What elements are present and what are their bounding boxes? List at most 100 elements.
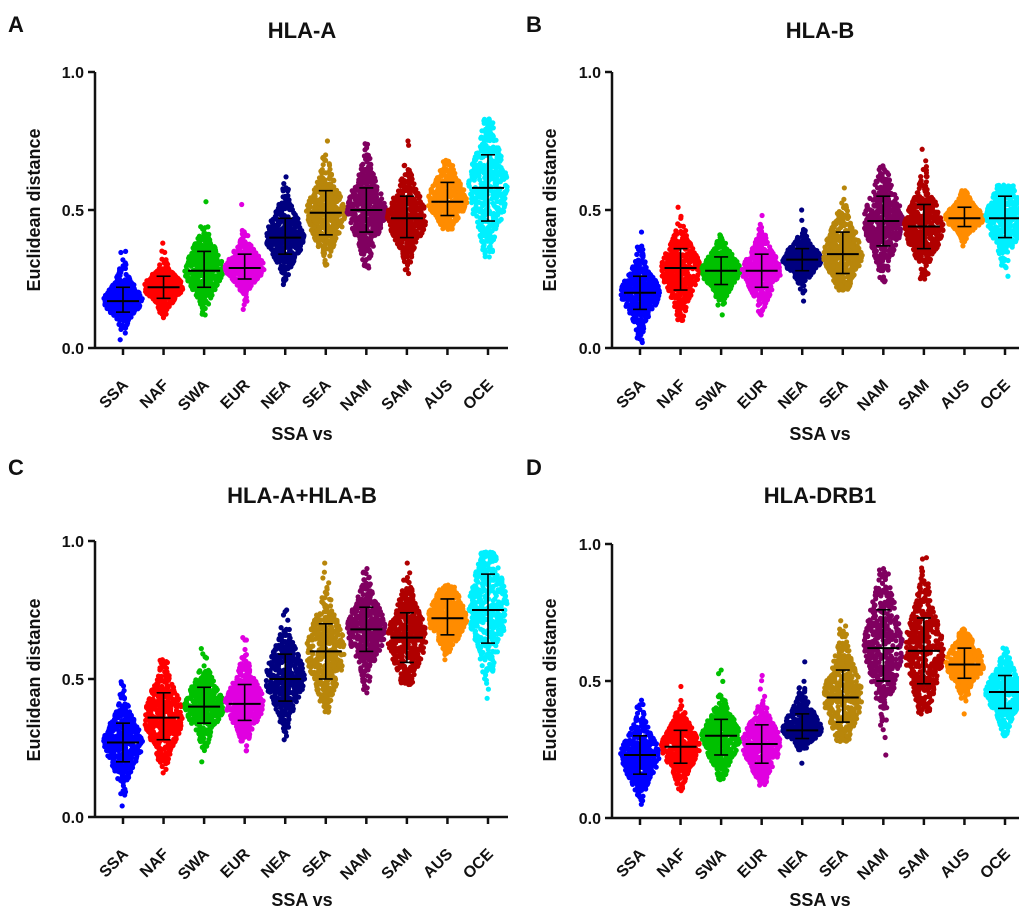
data-point bbox=[122, 330, 128, 336]
data-point bbox=[276, 201, 282, 208]
data-point bbox=[412, 239, 418, 245]
data-point-max bbox=[443, 157, 449, 163]
data-point bbox=[627, 271, 633, 277]
data-point bbox=[118, 249, 124, 256]
data-point bbox=[356, 177, 362, 183]
data-point bbox=[479, 228, 485, 234]
data-point bbox=[143, 289, 149, 295]
data-point bbox=[195, 235, 201, 242]
data-point bbox=[498, 216, 504, 222]
data-point bbox=[327, 253, 333, 259]
data-point bbox=[490, 125, 496, 131]
data-point-max bbox=[362, 141, 368, 147]
data-point-min bbox=[117, 337, 123, 343]
data-point bbox=[650, 274, 656, 281]
data-point bbox=[420, 223, 426, 229]
data-point bbox=[481, 189, 487, 195]
data-point bbox=[150, 273, 156, 279]
data-point bbox=[366, 255, 372, 261]
data-point bbox=[316, 197, 322, 203]
data-point bbox=[152, 298, 158, 304]
data-point bbox=[494, 181, 500, 187]
data-point bbox=[281, 181, 287, 187]
data-point bbox=[206, 236, 212, 243]
data-point bbox=[241, 242, 247, 248]
data-point bbox=[313, 217, 319, 223]
data-point bbox=[191, 249, 197, 255]
data-point bbox=[634, 269, 640, 275]
data-point bbox=[327, 181, 334, 187]
data-point bbox=[370, 243, 376, 249]
data-point bbox=[142, 281, 148, 287]
data-point bbox=[272, 214, 278, 220]
data-point bbox=[255, 253, 262, 259]
data-point bbox=[114, 279, 120, 285]
data-point bbox=[287, 201, 293, 207]
data-point bbox=[491, 147, 498, 153]
data-point bbox=[438, 169, 444, 175]
data-point bbox=[484, 163, 490, 169]
data-point bbox=[407, 170, 413, 176]
data-point bbox=[268, 246, 274, 252]
data-point bbox=[275, 226, 281, 232]
data-point-min bbox=[240, 306, 246, 312]
data-point bbox=[277, 240, 283, 246]
data-point bbox=[482, 175, 488, 181]
data-point bbox=[273, 257, 279, 263]
data-point bbox=[466, 183, 472, 189]
x-tick-label: EUR bbox=[218, 376, 254, 412]
data-point bbox=[640, 286, 646, 292]
data-point bbox=[129, 304, 135, 310]
data-point bbox=[238, 238, 244, 244]
data-point bbox=[377, 203, 383, 209]
data-point bbox=[279, 208, 285, 214]
data-point bbox=[102, 297, 108, 303]
data-point bbox=[494, 206, 500, 212]
data-point bbox=[434, 175, 441, 181]
data-point bbox=[479, 201, 485, 207]
data-point bbox=[347, 195, 353, 201]
data-point bbox=[285, 186, 291, 192]
data-point bbox=[409, 254, 415, 260]
data-point-max bbox=[486, 116, 492, 122]
data-point bbox=[125, 274, 131, 280]
data-point-min bbox=[486, 254, 492, 260]
data-point bbox=[371, 218, 377, 224]
data-point bbox=[184, 262, 190, 268]
data-point bbox=[468, 192, 475, 198]
data-point-max bbox=[123, 248, 129, 254]
data-point bbox=[280, 268, 286, 274]
data-point bbox=[399, 199, 405, 205]
data-point-min bbox=[280, 281, 286, 288]
data-point bbox=[162, 249, 168, 255]
data-point bbox=[172, 295, 178, 301]
data-point bbox=[113, 301, 119, 307]
data-point bbox=[203, 290, 209, 296]
data-point bbox=[243, 291, 249, 297]
data-point bbox=[239, 227, 245, 234]
data-point bbox=[199, 299, 205, 305]
data-point-min bbox=[366, 265, 372, 271]
data-point bbox=[639, 319, 646, 325]
data-point bbox=[124, 322, 130, 328]
data-point bbox=[641, 269, 647, 275]
data-point bbox=[404, 262, 411, 268]
data-point bbox=[205, 224, 211, 230]
data-point bbox=[619, 296, 625, 302]
data-point bbox=[473, 189, 479, 195]
data-point bbox=[435, 188, 441, 194]
data-point bbox=[129, 286, 135, 292]
data-point-max bbox=[638, 229, 645, 235]
data-point bbox=[485, 123, 492, 129]
data-point bbox=[456, 186, 463, 192]
data-point bbox=[444, 175, 450, 181]
data-point bbox=[479, 128, 485, 134]
data-point bbox=[327, 175, 333, 181]
data-point bbox=[128, 309, 134, 315]
data-point bbox=[637, 244, 643, 250]
data-point bbox=[153, 292, 159, 298]
data-point bbox=[124, 281, 130, 287]
data-point bbox=[164, 289, 170, 295]
